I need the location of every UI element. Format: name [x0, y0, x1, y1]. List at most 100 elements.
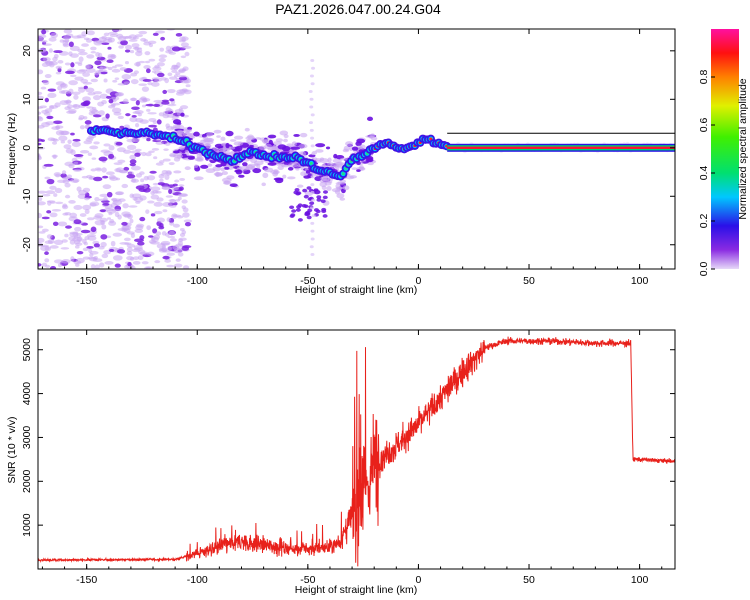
spectrogram-speckle	[86, 174, 93, 179]
spectrogram-speckle	[93, 176, 103, 182]
spectrogram-speckle	[282, 174, 287, 179]
spectrogram-speckle	[153, 201, 163, 207]
spectrogram-speckle	[50, 32, 58, 39]
spectrogram-speckle	[303, 194, 309, 199]
spectrogram-speckle	[331, 188, 341, 193]
spectrogram-speckle	[42, 43, 52, 46]
spectrogram-speckle	[132, 111, 141, 115]
spectrogram-speckle	[111, 107, 122, 114]
spectrogram-speckle	[141, 86, 150, 92]
spectrogram-speckle	[93, 141, 100, 145]
spectrogram-speckle	[53, 50, 63, 54]
spectrogram-speckle	[150, 194, 160, 200]
spectrogram-speckle	[93, 215, 103, 220]
spectrogram-speckle	[134, 228, 144, 234]
spectrogram-speckle	[137, 113, 143, 117]
spectrogram-speckle	[271, 145, 277, 151]
spectrogram-speckle	[310, 190, 315, 194]
spectrogram-speckle	[108, 98, 114, 104]
spectrogram-speckle	[53, 172, 62, 177]
spectrogram-speckle	[38, 231, 46, 234]
spectrogram-speckle	[123, 149, 132, 154]
spectrogram-speckle	[309, 74, 314, 78]
spectrogram-speckle	[122, 203, 129, 209]
spectrogram-speckle	[135, 185, 145, 190]
spectrogram-speckle	[94, 264, 100, 269]
spectrogram-speckle	[74, 76, 84, 81]
spectrogram-speckle	[125, 113, 131, 117]
spectrogram-speckle	[42, 193, 51, 197]
spectrogram-speckle	[206, 132, 214, 137]
spectrogram-speckle	[86, 30, 95, 36]
spectrogram-speckle	[309, 105, 314, 109]
spectrogram-speckle	[184, 166, 191, 171]
spectrogram-speckle	[183, 265, 190, 269]
spectrogram-speckle	[178, 68, 186, 74]
spectrogram-speckle	[38, 91, 43, 95]
spectrogram-speckle	[117, 83, 127, 86]
spectrogram-speckle	[38, 142, 42, 146]
spectrogram-speckle	[92, 94, 101, 101]
snr-ytick-label: 3000	[21, 426, 33, 450]
spectrogram-speckle	[196, 153, 203, 159]
spectrogram-speckle	[169, 221, 175, 226]
spectrogram-speckle	[330, 163, 339, 168]
spectrogram-speckle	[225, 142, 230, 149]
spectrogram-speckle	[310, 59, 315, 63]
spectrogram-speckle	[121, 183, 129, 189]
spectrogram-speckle	[125, 44, 132, 50]
spectrogram-speckle	[72, 104, 78, 108]
spectrogram-speckle	[134, 62, 142, 67]
spectrogram-speckle	[153, 103, 161, 107]
spectrogram-speckle	[68, 80, 78, 86]
spectrogram-speckle	[86, 54, 95, 59]
spectrogram-speckle	[82, 96, 91, 102]
spectrogram-speckle	[293, 134, 300, 137]
spectrogram-speckle	[200, 164, 209, 169]
spectrogram-speckle	[295, 191, 301, 196]
spectrogram-speckle	[74, 242, 83, 246]
spectrogram-speckle	[163, 148, 169, 151]
spectrogram-ytick-label: 20	[21, 45, 33, 57]
spectrogram-speckle	[148, 124, 158, 128]
spectrogram-speckle	[157, 217, 165, 223]
spectrogram-speckle	[100, 149, 111, 153]
spectrogram-speckle	[233, 135, 244, 140]
spectrogram-speckle	[129, 97, 138, 102]
spectrogram-speckle	[142, 97, 151, 102]
spectrogram-speckle	[38, 212, 43, 219]
spectrogram-speckle	[127, 261, 132, 267]
spectrogram-speckle	[48, 48, 53, 53]
spectrogram-speckle	[72, 231, 79, 237]
spectrogram-speckle	[160, 36, 166, 41]
spectrogram-speckle	[46, 200, 56, 203]
spectrogram-speckle	[180, 80, 190, 84]
spectrogram-speckle	[158, 112, 165, 117]
spectrogram-xtick-label: 50	[523, 275, 535, 287]
spectrogram-speckle	[90, 46, 97, 51]
spectrogram-speckle	[309, 201, 315, 205]
spectrogram-speckle	[307, 208, 313, 213]
spectrogram-ytick-label: -10	[21, 189, 33, 204]
spectrogram-speckle	[114, 64, 124, 67]
spectrogram-speckle	[168, 230, 175, 236]
spectrogram-speckle	[77, 48, 86, 53]
spectrogram-speckle	[225, 130, 234, 137]
spectrogram-speckle	[155, 30, 166, 34]
spectrogram-speckle	[155, 141, 164, 145]
spectrogram-speckle	[114, 263, 121, 268]
spectrogram-speckle	[297, 218, 303, 222]
spectrogram-speckle	[174, 179, 180, 183]
spectrogram-speckle	[223, 166, 230, 170]
spectrogram-speckle	[99, 66, 104, 72]
spectrogram-ylabel: Frequency (Hz)	[6, 113, 18, 185]
spectrogram-speckle	[45, 121, 55, 126]
spectrogram-speckle	[65, 225, 72, 229]
spectrogram-speckle	[302, 188, 308, 193]
spectrogram-speckle	[76, 251, 84, 255]
spectrogram-speckle	[111, 68, 121, 73]
spectrogram-speckle	[135, 34, 143, 38]
spectrogram-speckle	[96, 56, 106, 61]
spectrogram-speckle	[186, 129, 192, 133]
spectrogram-speckle	[180, 55, 187, 59]
